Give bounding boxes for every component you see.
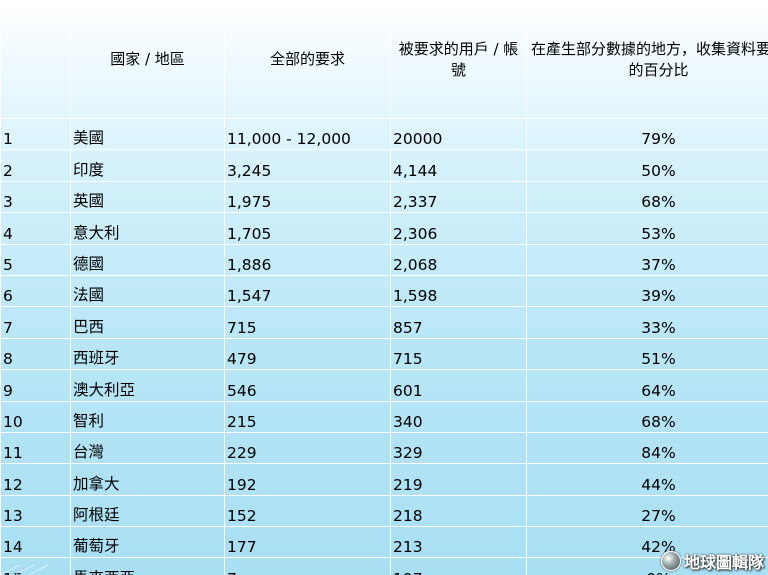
header-rank (0, 0, 71, 119)
cell-country: 印度 (70, 149, 225, 182)
cell-rank: 5 (0, 243, 71, 276)
cell-country: 馬來西亞 (70, 557, 225, 575)
table-row: 9 澳大利亞 546 601 64% (0, 369, 768, 402)
cell-total-requests: 215 (224, 400, 391, 433)
table-row: 7 巴西 715 857 33% (0, 306, 768, 339)
table-row: 12 加拿大 192 219 44% (0, 463, 768, 496)
table-row: 15馬來西亞71970% (0, 557, 768, 575)
cell-total-requests: 1,547 (224, 274, 391, 308)
table-row: 13 阿根廷 152 218 27% (0, 494, 768, 528)
cell-users-accounts: 329 (390, 431, 527, 465)
table-row: 8 西班牙 479 715 51% (0, 337, 768, 371)
cell-country: 西班牙 (70, 337, 225, 371)
cell-country: 意大利 (70, 212, 225, 245)
globe-icon (660, 551, 681, 571)
cell-total-requests: 1,705 (224, 212, 391, 245)
cell-percentage: 0% (526, 557, 768, 575)
cell-country: 加拿大 (70, 463, 225, 496)
cell-country: 德國 (70, 243, 225, 276)
table-row: 5 德國 1,886 2,068 37% (0, 243, 768, 276)
table-row: 14 葡萄牙 177 213 42% (0, 526, 768, 559)
cell-rank: 14 (0, 526, 71, 559)
table-row: 4 意大利 1,705 2,306 53% (0, 212, 768, 245)
header-percentage: 在產生部分數據的地方，收集資料要求的百分比 (526, 0, 768, 119)
cell-users-accounts: 2,337 (390, 180, 527, 214)
cell-users-accounts: 197 (390, 557, 527, 575)
cell-users-accounts: 601 (390, 369, 527, 402)
cell-country: 巴西 (70, 306, 225, 339)
cell-total-requests: 1,975 (224, 180, 391, 214)
table-row: 2 印度 3,245 4,144 50% (0, 149, 768, 182)
cell-rank: 7 (0, 306, 71, 339)
cell-users-accounts: 2,068 (390, 243, 527, 276)
watermark-text: 地球圖輯隊 (683, 553, 764, 572)
cell-rank: 3 (0, 180, 71, 214)
cell-total-requests: 3,245 (224, 149, 391, 182)
cell-total-requests: 152 (224, 494, 391, 528)
cell-total-requests: 1,886 (224, 243, 391, 276)
cell-total-requests: 192 (224, 463, 391, 496)
cell-total-requests: 546 (224, 369, 391, 402)
cell-percentage: 37% (526, 243, 768, 276)
cell-rank: 8 (0, 337, 71, 371)
cell-total-requests: 177 (224, 526, 391, 559)
cell-users-accounts: 4,144 (390, 149, 527, 182)
cell-percentage: 68% (526, 180, 768, 214)
cell-country: 智利 (70, 400, 225, 433)
cell-users-accounts: 218 (390, 494, 527, 528)
cell-users-accounts: 2,306 (390, 212, 527, 245)
cell-country: 英國 (70, 180, 225, 214)
cell-rank: 12 (0, 463, 71, 496)
cell-country: 阿根廷 (70, 494, 225, 528)
cell-rank: 1 (0, 117, 71, 151)
header-row: 國家 / 地區 全部的要求 被要求的用戶 / 帳號 在產生部分數據的地方，收集資… (0, 0, 768, 119)
cell-percentage: 51% (526, 337, 768, 371)
cell-country: 法國 (70, 274, 225, 308)
cell-total-requests: 7 (224, 557, 391, 575)
cell-country: 美國 (70, 117, 225, 151)
header-users-accounts: 被要求的用戶 / 帳號 (390, 0, 527, 119)
cell-percentage: 33% (526, 306, 768, 339)
cell-total-requests: 715 (224, 306, 391, 339)
cell-percentage: 84% (526, 431, 768, 465)
watermark: 地球圖輯隊 (660, 549, 764, 573)
cell-total-requests: 479 (224, 337, 391, 371)
cell-percentage: 68% (526, 400, 768, 433)
cell-users-accounts: 20000 (390, 117, 527, 151)
cell-rank: 9 (0, 369, 71, 402)
cell-rank: 13 (0, 494, 71, 528)
table-row: 1 美國 11,000 - 12,000 20000 79% (0, 117, 768, 151)
cell-users-accounts: 1,598 (390, 274, 527, 308)
cell-rank: 2 (0, 149, 71, 182)
cell-percentage: 64% (526, 369, 768, 402)
cell-rank: 6 (0, 274, 71, 308)
table-row: 6 法國 1,547 1,598 39% (0, 274, 768, 308)
cell-total-requests: 229 (224, 431, 391, 465)
cell-users-accounts: 213 (390, 526, 527, 559)
header-country: 國家 / 地區 (70, 0, 225, 119)
cell-rank: 4 (0, 212, 71, 245)
cell-users-accounts: 857 (390, 306, 527, 339)
cell-rank: 10 (0, 400, 71, 433)
cell-percentage: 44% (526, 463, 768, 496)
cell-users-accounts: 715 (390, 337, 527, 371)
table-row: 10 智利 215 340 68% (0, 400, 768, 433)
table-row: 3 英國 1,975 2,337 68% (0, 180, 768, 214)
cell-percentage: 79% (526, 117, 768, 151)
table-row: 11 台灣 229 329 84% (0, 431, 768, 465)
cell-users-accounts: 219 (390, 463, 527, 496)
cell-country: 台灣 (70, 431, 225, 465)
cell-percentage: 50% (526, 149, 768, 182)
cell-country: 葡萄牙 (70, 526, 225, 559)
cell-country: 澳大利亞 (70, 369, 225, 402)
cell-percentage: 39% (526, 274, 768, 308)
cell-percentage: 53% (526, 212, 768, 245)
cell-total-requests: 11,000 - 12,000 (224, 117, 391, 151)
cell-percentage: 27% (526, 494, 768, 528)
header-total-requests: 全部的要求 (224, 0, 391, 119)
cell-rank: 11 (0, 431, 71, 465)
cell-users-accounts: 340 (390, 400, 527, 433)
decorative-lines (0, 564, 49, 575)
